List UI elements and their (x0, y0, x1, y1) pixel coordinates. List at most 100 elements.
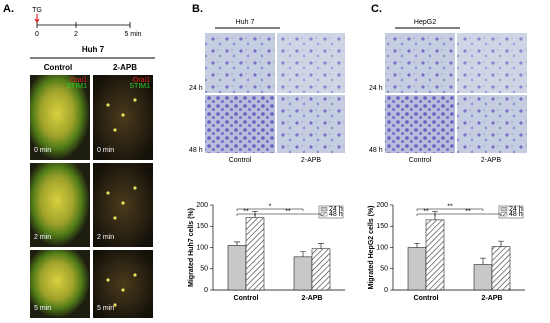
stimulus-arrow (34, 14, 40, 23)
bar (293, 256, 313, 291)
legend-label: 48 h (329, 211, 343, 218)
y-tick-label: 100 (376, 244, 388, 251)
significance-bracket (434, 213, 502, 216)
significance-bracket (236, 208, 304, 211)
puncta (106, 191, 110, 195)
y-tick-label: 50 (380, 266, 388, 273)
y-tick-label: 0 (384, 287, 388, 294)
legend-swatch (500, 212, 508, 217)
fluorescence-image (93, 163, 153, 247)
error-bar (318, 243, 324, 249)
timeline-label: 0 (35, 31, 39, 38)
puncta (133, 98, 137, 102)
significance-label: ** (285, 208, 291, 215)
error-bar (300, 251, 306, 257)
column-label: Control (409, 157, 432, 164)
micrograph (205, 33, 275, 93)
time-label: 5 min (34, 305, 51, 312)
x-tick-label: 2-APB (301, 295, 322, 302)
timeline-label: 2 (74, 31, 78, 38)
column-label: Control (229, 157, 252, 164)
stimulus-label: TG (32, 7, 42, 14)
time-label: 5 min (97, 305, 114, 312)
micrograph (457, 33, 527, 93)
panel-label: A. (3, 3, 14, 15)
time-label: 0 min (97, 147, 114, 154)
bar (473, 264, 493, 291)
significance-bracket (254, 213, 322, 216)
bar (425, 219, 445, 291)
error-bar (234, 241, 240, 246)
puncta (121, 113, 125, 117)
legend-swatch (500, 207, 508, 212)
channel-label: Orai1 (70, 77, 87, 84)
fluorescence-image (93, 250, 153, 318)
channel-label: Orai1 (133, 77, 150, 84)
bar (491, 246, 511, 291)
micrograph (277, 33, 345, 93)
y-tick-label: 50 (200, 266, 208, 273)
fluorescence-image (30, 163, 90, 247)
row-label: 24 h (369, 85, 383, 92)
legend-swatch (320, 212, 328, 217)
y-axis-label: Migrated HepG2 cells (%) (368, 205, 375, 289)
row-label: 48 h (369, 147, 383, 154)
puncta (121, 201, 125, 205)
column-label: 2-APB (113, 63, 137, 72)
bar (311, 248, 331, 291)
y-tick-label: 0 (204, 287, 208, 294)
error-bar (480, 257, 486, 265)
panel-title: Huh 7 (82, 45, 105, 54)
legend-label: 48 h (509, 211, 523, 218)
error-bar (414, 242, 420, 248)
panel-label: C. (371, 3, 382, 15)
x-tick-label: Control (234, 295, 259, 302)
panel-a: A. TG 0 2 5 min Huh 7 Control 2-APB Orai… (3, 3, 155, 318)
panel-b: B. Huh 7 24 h 48 h Control 2-APB (189, 3, 345, 164)
puncta (106, 278, 110, 282)
bar (245, 217, 265, 291)
time-label: 2 min (97, 234, 114, 241)
x-tick-label: 2-APB (481, 295, 502, 302)
micrograph (385, 95, 455, 153)
significance-label: * (269, 203, 272, 210)
time-label: 0 min (34, 147, 51, 154)
bar (407, 247, 427, 291)
puncta (106, 103, 110, 107)
puncta (133, 186, 137, 190)
y-tick-label: 150 (376, 223, 388, 230)
significance-label: ** (243, 208, 249, 215)
puncta (121, 288, 125, 292)
fluorescence-image (93, 75, 153, 160)
x-tick-label: Control (414, 295, 439, 302)
y-tick-label: 200 (196, 202, 208, 209)
legend-swatch (320, 207, 328, 212)
fluorescence-image (30, 75, 90, 160)
significance-label: ** (447, 203, 453, 210)
micrograph (385, 33, 455, 93)
column-label: 2-APB (481, 157, 502, 164)
puncta (113, 303, 117, 307)
row-label: 48 h (189, 147, 203, 154)
column-label: Control (44, 63, 72, 72)
channel-label: STIM1 (129, 83, 150, 90)
column-label: 2-APB (301, 157, 322, 164)
panel-title: Huh 7 (236, 19, 255, 26)
y-axis-label: Migrated Huh7 cells (%) (188, 208, 195, 287)
row-label: 24 h (189, 85, 203, 92)
y-tick-label: 200 (376, 202, 388, 209)
y-tick-label: 100 (196, 244, 208, 251)
puncta (133, 273, 137, 277)
significance-bracket (416, 208, 484, 211)
micrograph (205, 95, 275, 153)
panel-title: HepG2 (414, 19, 436, 26)
legend-label: 24 h (509, 206, 523, 213)
timeline-label: 5 min (124, 31, 141, 38)
error-bar (498, 240, 504, 247)
micrograph (457, 95, 527, 153)
puncta (113, 216, 117, 220)
puncta (113, 128, 117, 132)
